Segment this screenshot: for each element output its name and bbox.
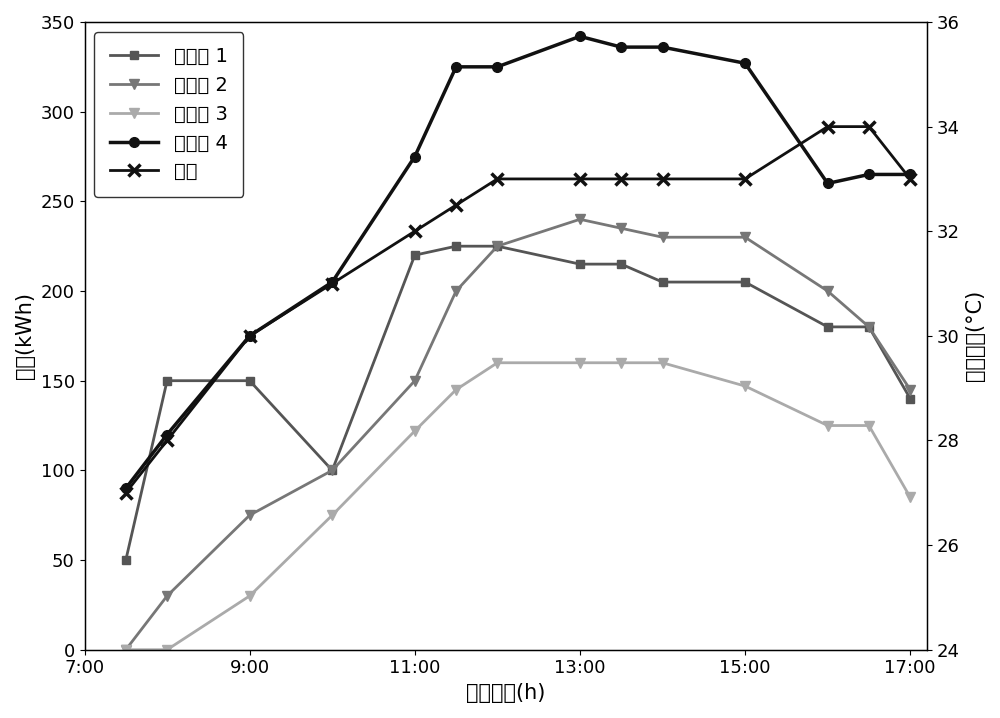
产消者 2 — [326, 466, 338, 475]
产消者 1 — [326, 466, 338, 475]
产消者 4 — [120, 484, 132, 493]
产消者 4 — [450, 62, 462, 71]
产消者 3 — [450, 386, 462, 394]
温度 — [739, 174, 751, 183]
产消者 3 — [244, 592, 256, 600]
产消者 2 — [863, 322, 875, 331]
产消者 1 — [409, 251, 421, 259]
产消者 3 — [739, 382, 751, 391]
产消者 1 — [657, 278, 669, 286]
产消者 2 — [450, 286, 462, 295]
产消者 3 — [615, 358, 627, 367]
Line: 产消者 4: 产消者 4 — [121, 32, 915, 493]
温度 — [161, 436, 173, 444]
温度 — [904, 174, 916, 183]
Line: 产消者 3: 产消者 3 — [121, 358, 915, 655]
产消者 1 — [161, 376, 173, 385]
产消者 3 — [863, 421, 875, 430]
产消者 4 — [822, 179, 834, 187]
产消者 3 — [657, 358, 669, 367]
产消者 4 — [863, 170, 875, 179]
产消者 3 — [120, 645, 132, 654]
产消者 4 — [904, 170, 916, 179]
产消者 2 — [657, 233, 669, 241]
产消者 4 — [657, 43, 669, 52]
温度 — [657, 174, 669, 183]
X-axis label: 运行时段(h): 运行时段(h) — [466, 683, 545, 703]
产消者 3 — [161, 645, 173, 654]
产消者 2 — [574, 215, 586, 223]
温度 — [326, 279, 338, 288]
温度 — [574, 174, 586, 183]
温度 — [491, 174, 503, 183]
产消者 4 — [739, 59, 751, 67]
产消者 3 — [491, 358, 503, 367]
产消者 3 — [822, 421, 834, 430]
产消者 4 — [615, 43, 627, 52]
Line: 产消者 2: 产消者 2 — [121, 215, 915, 655]
产消者 1 — [450, 242, 462, 251]
产消者 4 — [326, 278, 338, 286]
Line: 温度: 温度 — [120, 121, 916, 499]
产消者 1 — [904, 394, 916, 403]
产消者 2 — [615, 224, 627, 233]
Y-axis label: 室外温度(°C): 室外温度(°C) — [965, 290, 985, 381]
产消者 4 — [491, 62, 503, 71]
产消者 3 — [574, 358, 586, 367]
产消者 3 — [409, 426, 421, 435]
温度 — [409, 227, 421, 236]
产消者 2 — [739, 233, 751, 241]
产消者 4 — [409, 152, 421, 161]
温度 — [120, 488, 132, 497]
产消者 2 — [822, 286, 834, 295]
温度 — [244, 332, 256, 340]
产消者 1 — [120, 556, 132, 564]
温度 — [863, 122, 875, 131]
Y-axis label: 功率(kWh): 功率(kWh) — [15, 292, 35, 379]
产消者 4 — [244, 332, 256, 340]
产消者 4 — [161, 430, 173, 439]
产消者 2 — [409, 376, 421, 385]
产消者 1 — [574, 260, 586, 269]
产消者 1 — [739, 278, 751, 286]
产消者 1 — [244, 376, 256, 385]
产消者 2 — [491, 242, 503, 251]
温度 — [615, 174, 627, 183]
产消者 2 — [904, 386, 916, 394]
产消者 1 — [822, 322, 834, 331]
产消者 4 — [574, 32, 586, 41]
产消者 3 — [326, 511, 338, 520]
产消者 2 — [161, 592, 173, 600]
产消者 2 — [244, 511, 256, 520]
产消者 1 — [863, 322, 875, 331]
Line: 产消者 1: 产消者 1 — [122, 242, 914, 564]
Legend: 产消者 1, 产消者 2, 产消者 3, 产消者 4, 温度: 产消者 1, 产消者 2, 产消者 3, 产消者 4, 温度 — [94, 32, 243, 197]
温度 — [822, 122, 834, 131]
产消者 3 — [904, 493, 916, 502]
产消者 2 — [120, 645, 132, 654]
产消者 1 — [491, 242, 503, 251]
产消者 1 — [615, 260, 627, 269]
温度 — [450, 201, 462, 210]
